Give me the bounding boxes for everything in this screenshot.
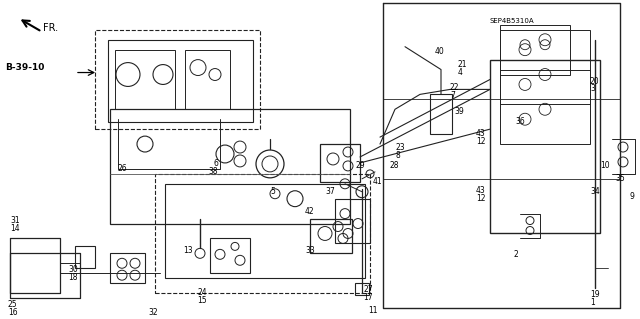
Text: FR.: FR. (43, 23, 58, 33)
Text: 31: 31 (10, 216, 20, 225)
Text: 38: 38 (208, 167, 218, 176)
Text: 10: 10 (600, 161, 610, 170)
Text: 43: 43 (476, 129, 486, 138)
Text: 12: 12 (476, 194, 486, 203)
Text: 26: 26 (118, 164, 127, 173)
Text: SEP4B5310A: SEP4B5310A (490, 18, 534, 24)
Text: 9: 9 (630, 192, 635, 201)
Text: 16: 16 (8, 308, 18, 317)
Bar (320, 144, 360, 182)
Bar (108, 40, 253, 122)
Bar (185, 50, 230, 109)
Text: 25: 25 (8, 300, 18, 309)
Text: 12: 12 (476, 137, 486, 146)
Bar (95, 30, 260, 129)
Text: 33: 33 (305, 246, 315, 256)
Bar (110, 109, 350, 224)
Bar (500, 70, 590, 144)
Text: 37: 37 (325, 187, 335, 196)
Text: 42: 42 (305, 207, 315, 216)
Text: 1: 1 (590, 298, 595, 307)
Text: 36: 36 (515, 117, 525, 126)
Text: 5: 5 (270, 187, 275, 196)
Bar (115, 50, 175, 109)
Text: 30: 30 (68, 265, 77, 274)
Text: 41: 41 (373, 177, 383, 186)
Text: 21: 21 (458, 60, 467, 69)
Text: 20: 20 (590, 77, 600, 85)
Bar (490, 60, 600, 234)
Text: 8: 8 (395, 151, 400, 160)
Text: 24: 24 (197, 288, 207, 297)
Text: 15: 15 (197, 296, 207, 305)
Text: 7: 7 (450, 92, 455, 100)
Bar (430, 94, 452, 134)
Bar (355, 283, 369, 295)
Text: 13: 13 (183, 246, 193, 256)
Text: 4: 4 (458, 68, 463, 77)
Bar (75, 246, 95, 268)
Text: 22: 22 (450, 84, 460, 93)
Text: 32: 32 (148, 308, 157, 317)
Text: 35: 35 (615, 174, 625, 183)
Text: 14: 14 (10, 224, 20, 233)
Text: 27: 27 (363, 285, 372, 294)
Bar (110, 253, 145, 283)
Bar (500, 30, 590, 104)
Text: 23: 23 (395, 143, 404, 152)
Text: B-39-10: B-39-10 (5, 63, 44, 72)
Text: 3: 3 (590, 85, 595, 93)
Text: 28: 28 (390, 161, 399, 170)
Text: 40: 40 (435, 47, 445, 56)
Text: 34: 34 (590, 187, 600, 196)
Text: 19: 19 (590, 290, 600, 299)
Text: 11: 11 (368, 306, 378, 315)
Text: 6: 6 (213, 159, 218, 168)
Text: 39: 39 (454, 107, 464, 116)
Text: 43: 43 (476, 186, 486, 195)
Text: 18: 18 (68, 273, 77, 282)
Text: 17: 17 (363, 293, 372, 302)
Bar (500, 25, 570, 75)
Text: 29: 29 (356, 161, 365, 170)
Bar (155, 174, 370, 293)
Bar (335, 199, 370, 243)
Bar (310, 219, 352, 253)
Bar (210, 238, 250, 273)
Bar (165, 184, 365, 278)
Text: 2: 2 (513, 250, 518, 259)
